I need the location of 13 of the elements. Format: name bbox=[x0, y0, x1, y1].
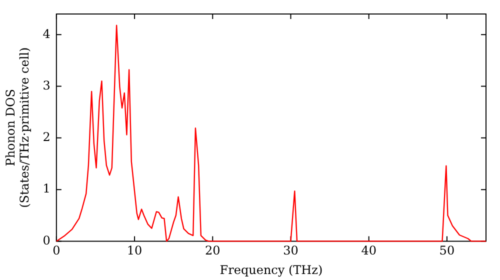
x-tick-label: 40 bbox=[361, 244, 376, 258]
y-tick-label: 3 bbox=[42, 78, 50, 92]
x-tick-label: 10 bbox=[126, 244, 142, 258]
x-tick-label: 30 bbox=[283, 244, 298, 258]
x-tick-label: 0 bbox=[52, 244, 60, 258]
y-axis-title: Phonon DOS (States/THz·primitive cell) bbox=[3, 47, 32, 208]
x-axis-title: Frequency (THz) bbox=[220, 262, 323, 277]
x-tick-label: 20 bbox=[205, 244, 220, 258]
y-tick-label: 1 bbox=[42, 182, 50, 196]
y-tick-label: 4 bbox=[42, 26, 51, 41]
y-tick-label: 0 bbox=[42, 233, 50, 248]
y-tick-label: 2 bbox=[42, 130, 50, 144]
x-tick-label: 50 bbox=[439, 244, 455, 258]
